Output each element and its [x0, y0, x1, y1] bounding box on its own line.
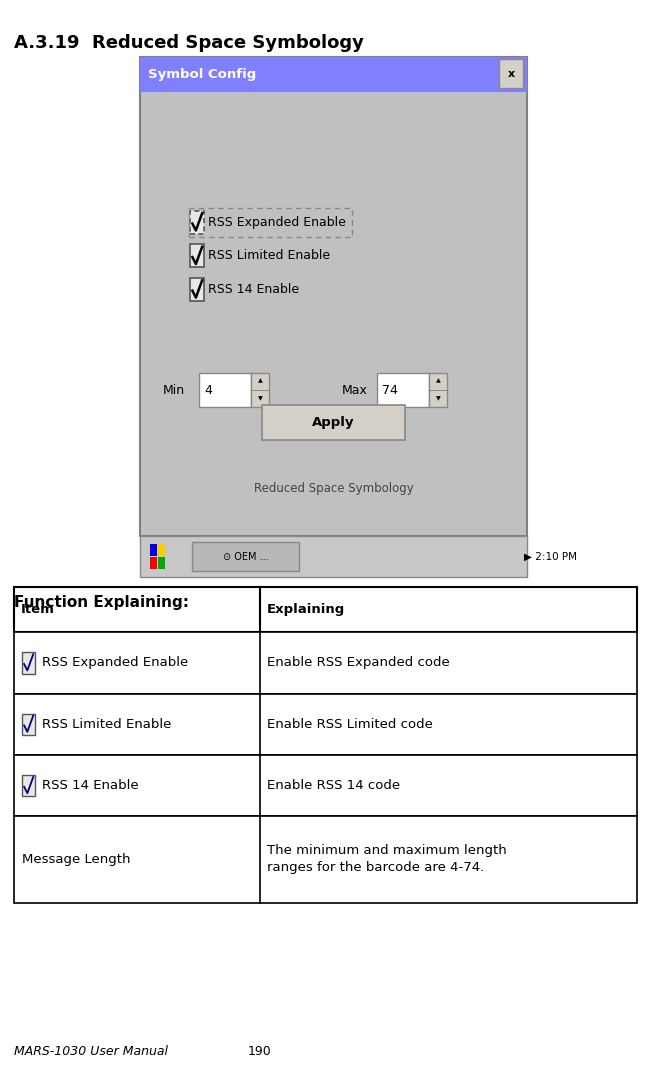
Text: ⊙ OEM ...: ⊙ OEM ... — [223, 551, 269, 562]
Text: Max: Max — [341, 383, 367, 396]
FancyBboxPatch shape — [14, 587, 637, 632]
FancyBboxPatch shape — [140, 536, 527, 577]
Text: ▼: ▼ — [436, 396, 441, 402]
FancyBboxPatch shape — [14, 694, 637, 755]
Text: RSS Limited Enable: RSS Limited Enable — [42, 717, 171, 731]
Text: ▲: ▲ — [436, 379, 441, 383]
Text: x: x — [508, 69, 514, 79]
Text: Message Length: Message Length — [22, 853, 131, 866]
FancyBboxPatch shape — [262, 405, 405, 440]
FancyBboxPatch shape — [377, 373, 429, 407]
Text: Min: Min — [163, 383, 186, 396]
FancyBboxPatch shape — [429, 373, 447, 407]
Text: A.3.19  Reduced Space Symbology: A.3.19 Reduced Space Symbology — [14, 34, 364, 53]
FancyBboxPatch shape — [158, 544, 165, 556]
Text: Apply: Apply — [312, 416, 355, 430]
FancyBboxPatch shape — [22, 713, 35, 735]
Text: ▲: ▲ — [258, 379, 262, 383]
FancyBboxPatch shape — [14, 816, 637, 903]
FancyBboxPatch shape — [22, 774, 35, 796]
FancyBboxPatch shape — [14, 755, 637, 816]
FancyBboxPatch shape — [140, 57, 527, 536]
FancyBboxPatch shape — [499, 59, 523, 88]
Text: 190: 190 — [247, 1045, 271, 1058]
Text: 74: 74 — [382, 383, 398, 396]
Text: RSS Expanded Enable: RSS Expanded Enable — [208, 215, 346, 229]
Text: RSS Limited Enable: RSS Limited Enable — [208, 250, 330, 263]
FancyBboxPatch shape — [192, 542, 299, 572]
Text: Reduced Space Symbology: Reduced Space Symbology — [254, 481, 413, 495]
FancyBboxPatch shape — [150, 557, 157, 569]
FancyBboxPatch shape — [158, 557, 165, 569]
Text: MARS-1030 User Manual: MARS-1030 User Manual — [14, 1045, 169, 1058]
FancyBboxPatch shape — [140, 57, 527, 92]
Text: ▼: ▼ — [258, 396, 262, 402]
Text: Item: Item — [21, 603, 55, 616]
Text: The minimum and maximum length
ranges for the barcode are 4-74.: The minimum and maximum length ranges fo… — [267, 844, 506, 875]
Text: ▶ 2:10 PM: ▶ 2:10 PM — [524, 551, 577, 562]
FancyBboxPatch shape — [14, 632, 637, 694]
FancyBboxPatch shape — [190, 211, 204, 234]
FancyBboxPatch shape — [150, 544, 157, 556]
Text: RSS 14 Enable: RSS 14 Enable — [42, 779, 138, 793]
Text: Symbol Config: Symbol Config — [148, 68, 256, 81]
Text: Enable RSS Limited code: Enable RSS Limited code — [267, 717, 432, 731]
FancyBboxPatch shape — [22, 652, 35, 674]
Text: Function Explaining:: Function Explaining: — [14, 595, 189, 610]
FancyBboxPatch shape — [199, 373, 251, 407]
Text: Explaining: Explaining — [267, 603, 345, 616]
Text: RSS 14 Enable: RSS 14 Enable — [208, 283, 299, 296]
Text: Enable RSS 14 code: Enable RSS 14 code — [267, 779, 400, 793]
FancyBboxPatch shape — [190, 278, 204, 302]
Text: RSS Expanded Enable: RSS Expanded Enable — [42, 656, 188, 670]
FancyBboxPatch shape — [251, 373, 270, 407]
Text: 4: 4 — [204, 383, 212, 396]
FancyBboxPatch shape — [190, 244, 204, 267]
Text: Enable RSS Expanded code: Enable RSS Expanded code — [267, 656, 449, 670]
